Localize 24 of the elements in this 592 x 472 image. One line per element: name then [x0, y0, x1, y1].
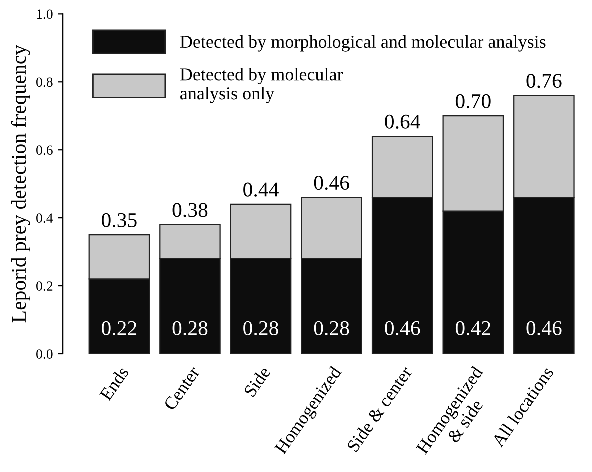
x-tick-label: Side	[243, 366, 272, 398]
y-tick-label: 0.2	[36, 282, 53, 292]
y-tick-label: 0.8	[36, 78, 53, 88]
y-tick-label: 0.4	[36, 214, 54, 224]
data-label: 0.42	[456, 321, 490, 336]
data-label: 0.28	[314, 321, 350, 336]
total-label: 0.64	[385, 114, 421, 129]
total-label: 0.44	[244, 182, 279, 197]
y-tick-label: 1.0	[37, 10, 53, 20]
legend-label: Detected by molecular analysis only	[180, 68, 344, 104]
total-label: 0.38	[172, 203, 208, 218]
y-axis-title: Leporid prey detection frequency	[11, 45, 30, 323]
data-label: 0.28	[172, 321, 208, 336]
total-label: 0.76	[526, 74, 562, 88]
data-label: 0.46	[385, 321, 420, 336]
y-tick-label: 0.0	[36, 350, 53, 360]
y-tick-label: 0.6	[36, 146, 53, 156]
legend-label: Detected by morphological and molecular analysis	[180, 35, 546, 52]
total-label: 0.46	[314, 176, 350, 190]
total-label: 0.70	[456, 94, 491, 109]
data-label: 0.28	[244, 321, 278, 336]
data-label: 0.22	[102, 321, 137, 336]
total-label: 0.35	[102, 213, 137, 228]
data-label: 0.46	[526, 321, 562, 336]
